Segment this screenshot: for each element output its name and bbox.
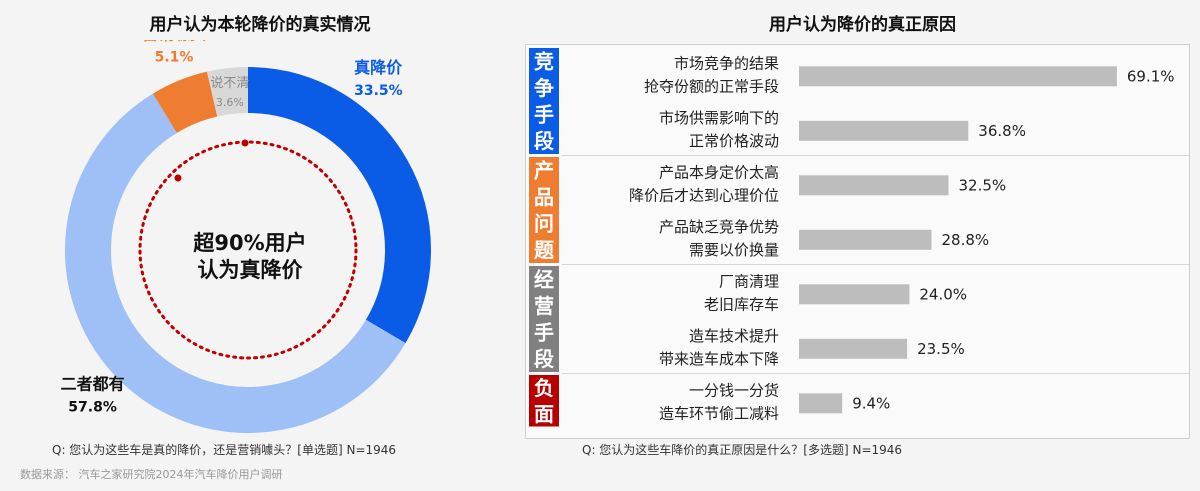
group-label-char: 段	[534, 129, 554, 153]
slice-label-2: 营销噱头	[142, 40, 206, 43]
reason-bar	[799, 120, 969, 141]
reason-bar	[799, 393, 843, 414]
group-label-char: 营	[534, 294, 554, 318]
reason-value: 69.1%	[1127, 67, 1175, 85]
left-question-note: Q: 您认为这些车是真的降价，还是营销噱头？[单选题] N=1946	[52, 443, 397, 457]
reason-value: 36.8%	[978, 122, 1026, 140]
group-box-2	[529, 266, 559, 372]
group-box-3	[529, 375, 559, 427]
reason-label: 一分钱一分货	[689, 381, 779, 399]
group-label-char: 负	[534, 376, 554, 400]
reason-label: 造车技术提升	[689, 327, 779, 345]
reason-label: 市场供需影响下的	[659, 109, 779, 127]
reason-label: 造车环节偷工减料	[659, 404, 779, 422]
donut-chart: 真降价 33.5% 二者都有 57.8% 营销噱头 5.1% 说不清 3.6%	[61, 40, 431, 433]
reason-value: 28.8%	[942, 231, 990, 249]
reason-bar	[799, 66, 1117, 87]
group-label-char: 题	[534, 238, 555, 262]
reason-label: 降价后才达到心理价位	[629, 186, 779, 204]
ring-marker-dot	[174, 174, 182, 182]
reason-label: 产品本身定价太高	[659, 163, 779, 181]
center-line-1: 超90%用户	[193, 231, 307, 255]
center-line-2: 认为真降价	[197, 258, 303, 283]
donut-slice-3	[206, 67, 249, 117]
reason-label: 产品缺乏竞争优势	[659, 218, 779, 236]
slice-value-3: 3.6%	[216, 96, 244, 109]
reason-label: 需要以价换量	[689, 241, 779, 259]
right-chart-title: 用户认为降价的真正原因	[769, 15, 956, 35]
reason-bar	[799, 338, 908, 359]
group-label-char: 问	[534, 211, 554, 235]
slice-value-0: 33.5%	[354, 83, 403, 99]
group-box-0	[529, 48, 559, 154]
group-label-char: 竞	[534, 49, 554, 73]
reasons-panel: 竞争手段市场竞争的结果 抢夺份额的正常手段 69.1% 市场供需影响下的 正常价格波动 3…	[525, 44, 1190, 439]
group-label-char: 产	[534, 158, 554, 182]
slice-label-0: 真降价	[354, 58, 403, 77]
slice-label-1: 二者都有	[61, 375, 125, 394]
reason-label: 抢夺份额的正常手段	[644, 77, 779, 95]
group-label-char: 段	[534, 347, 554, 371]
left-chart-title: 用户认为本轮降价的真实情况	[149, 15, 371, 35]
reasons-bar-chart: 竞争手段市场竞争的结果抢夺份额的正常手段69.1%市场供需影响下的正常价格波动3…	[529, 48, 1189, 427]
group-label-char: 品	[534, 185, 554, 209]
reason-value: 9.4%	[852, 394, 890, 412]
reason-label: 老旧库存车	[704, 295, 779, 313]
reason-label: 厂商清理	[719, 272, 779, 290]
group-label-char: 手	[534, 320, 554, 344]
slice-value-1: 57.8%	[68, 400, 117, 416]
reason-bar	[799, 229, 932, 250]
slice-value-2: 5.1%	[155, 49, 194, 65]
reason-bar	[799, 175, 949, 196]
donut-slice-2	[152, 71, 218, 134]
donut-slice-0	[247, 67, 431, 344]
reason-label: 带来造车成本下降	[659, 350, 779, 368]
reason-value: 23.5%	[917, 340, 965, 358]
slice-label-3: 说不清	[210, 76, 249, 91]
group-label-char: 经	[534, 267, 554, 291]
reason-label: 市场竞争的结果	[674, 54, 779, 72]
ring-marker-dot	[241, 139, 249, 147]
group-label-char: 手	[534, 103, 554, 127]
group-box-1	[529, 157, 559, 263]
group-label-char: 争	[534, 76, 554, 100]
donut-slice-1	[65, 93, 406, 433]
reason-label: 正常价格波动	[689, 132, 779, 150]
group-label-char: 面	[534, 402, 554, 426]
inner-dotted-ring	[138, 140, 358, 360]
right-question-note: Q: 您认为这些车降价的真正原因是什么？[多选题] N=1946	[582, 443, 903, 457]
reason-bar	[799, 284, 910, 305]
donut-center-text: 超90%用户 认为真降价	[170, 230, 330, 285]
reason-value: 32.5%	[959, 176, 1007, 194]
reason-value: 24.0%	[919, 285, 967, 303]
data-source-note: 数据来源： 汽车之家研究院2024年汽车降价用户调研	[20, 468, 283, 481]
